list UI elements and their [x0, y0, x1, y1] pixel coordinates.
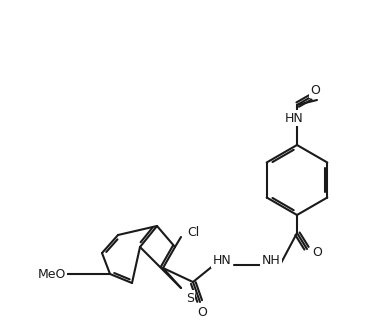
Text: Cl: Cl: [187, 226, 199, 239]
Text: O: O: [310, 84, 320, 97]
Text: S: S: [186, 291, 194, 304]
Text: NH: NH: [262, 253, 280, 266]
Text: O: O: [312, 246, 322, 259]
Text: O: O: [197, 305, 207, 318]
Text: HN: HN: [285, 112, 303, 125]
Text: MeO: MeO: [38, 267, 66, 280]
Text: HN: HN: [213, 253, 232, 266]
